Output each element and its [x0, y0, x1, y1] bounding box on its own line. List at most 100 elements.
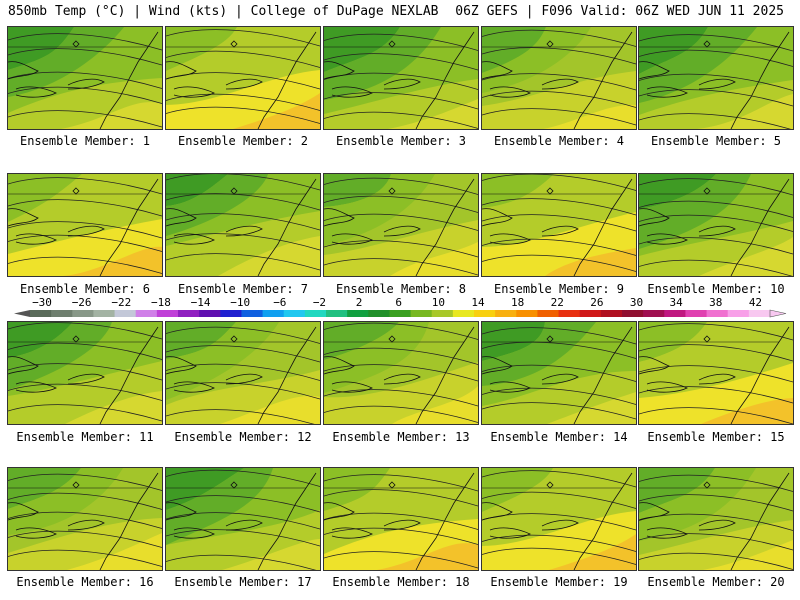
colorbar-tick-label: −10 [230, 296, 250, 309]
colorbar-swatch [30, 310, 52, 317]
ensemble-map-panel [638, 173, 794, 277]
ensemble-map-panel [481, 173, 637, 277]
colorbar-left-arrow [14, 310, 30, 317]
ensemble-map-panel [638, 321, 794, 425]
colorbar-swatch [135, 310, 158, 317]
temperature-map [166, 174, 320, 276]
colorbar-swatch [748, 310, 771, 317]
colorbar-tick-label: 6 [395, 296, 402, 309]
colorbar-tick-label: −2 [313, 296, 326, 309]
ensemble-member-label: Ensemble Member: 1 [19, 134, 151, 148]
colorbar-tick-label: 42 [749, 296, 762, 309]
ensemble-member-label: Ensemble Member: 5 [650, 134, 782, 148]
colorbar-swatch [347, 310, 369, 317]
temperature-map [639, 27, 793, 129]
ensemble-member-label: Ensemble Member: 19 [490, 575, 628, 589]
ensemble-member-label: Ensemble Member: 4 [493, 134, 625, 148]
colorbar-tick-label: 38 [709, 296, 722, 309]
colorbar-swatch [410, 310, 433, 317]
colorbar-swatch [241, 310, 264, 317]
colorbar-swatch [51, 310, 73, 317]
colorbar-tick-label: 30 [630, 296, 643, 309]
colorbar-swatch [262, 310, 285, 317]
colorbar-swatch [452, 310, 475, 317]
temperature-map [8, 468, 162, 570]
colorbar-swatch [178, 310, 200, 317]
colorbar-tick-label: 26 [590, 296, 603, 309]
temperature-map [482, 174, 636, 276]
colorbar-swatch [685, 310, 708, 317]
temperature-map [166, 27, 320, 129]
ensemble-map-panel [165, 321, 321, 425]
ensemble-member-label: Ensemble Member: 18 [332, 575, 470, 589]
colorbar-swatch [431, 310, 454, 317]
temperature-map [482, 468, 636, 570]
ensemble-map-panel [481, 26, 637, 130]
colorbar-swatch [220, 310, 242, 317]
temperature-map [639, 468, 793, 570]
ensemble-member-label: Ensemble Member: 8 [335, 282, 467, 296]
ensemble-member-label: Ensemble Member: 7 [177, 282, 309, 296]
colorbar-swatch [93, 310, 116, 317]
model-run-info: 06Z GEFS | F096 Valid: 06Z WED JUN 11 20… [455, 4, 784, 19]
ensemble-member-label: Ensemble Member: 6 [19, 282, 151, 296]
colorbar-tick-label: −18 [151, 296, 171, 309]
colorbar-swatch [516, 310, 538, 317]
temperature-map [482, 27, 636, 129]
ensemble-map-panel [638, 467, 794, 571]
colorbar-swatch [727, 310, 750, 317]
colorbar-tick-label: 2 [356, 296, 363, 309]
temperature-map [8, 174, 162, 276]
colorbar-swatch [326, 310, 348, 317]
colorbar-swatch [558, 310, 581, 317]
ensemble-map-panel [7, 26, 163, 130]
temperature-map [8, 322, 162, 424]
ensemble-member-label: Ensemble Member: 13 [332, 430, 470, 444]
colorbar-swatch [283, 310, 306, 317]
colorbar-tick-label: −30 [32, 296, 52, 309]
temperature-map [324, 27, 478, 129]
ensemble-member-label: Ensemble Member: 12 [174, 430, 312, 444]
colorbar-swatch [664, 310, 686, 317]
temperature-map [324, 322, 478, 424]
map-title: 850mb Temp (°C) | Wind (kts) | College o… [8, 4, 439, 19]
colorbar-swatch [389, 310, 412, 317]
colorbar-tick-label: −22 [111, 296, 131, 309]
ensemble-map-panel [323, 321, 479, 425]
ensemble-member-label: Ensemble Member: 9 [493, 282, 625, 296]
ensemble-member-label: Ensemble Member: 16 [16, 575, 154, 589]
ensemble-member-label: Ensemble Member: 3 [335, 134, 467, 148]
temperature-map [8, 27, 162, 129]
temperature-map [482, 322, 636, 424]
ensemble-member-label: Ensemble Member: 15 [647, 430, 785, 444]
ensemble-member-label: Ensemble Member: 2 [177, 134, 309, 148]
colorbar-tick-label: −6 [273, 296, 286, 309]
colorbar-swatch [622, 310, 644, 317]
temperature-map [639, 174, 793, 276]
colorbar-swatch [304, 310, 327, 317]
ensemble-map-panel [165, 26, 321, 130]
temperature-map [324, 174, 478, 276]
colorbar-tick-label: 18 [511, 296, 524, 309]
colorbar-swatch [495, 310, 517, 317]
ensemble-map-panel [165, 467, 321, 571]
ensemble-member-label: Ensemble Member: 11 [16, 430, 154, 444]
colorbar-swatch [156, 310, 179, 317]
temperature-map [324, 468, 478, 570]
colorbar-tick-label: 22 [551, 296, 564, 309]
colorbar-tick-label: −14 [191, 296, 211, 309]
ensemble-member-label: Ensemble Member: 14 [490, 430, 628, 444]
colorbar-swatch [474, 310, 496, 317]
temperature-map [166, 468, 320, 570]
colorbar-swatch [199, 310, 221, 317]
ensemble-map-panel [323, 173, 479, 277]
colorbar-swatch [600, 310, 623, 317]
ensemble-map-panel [7, 467, 163, 571]
colorbar-swatch [114, 310, 137, 317]
temperature-map [639, 322, 793, 424]
colorbar-swatch [368, 310, 390, 317]
ensemble-map-panel [323, 467, 479, 571]
colorbar-tick-label: 14 [471, 296, 485, 309]
temperature-map [166, 322, 320, 424]
colorbar-swatch [706, 310, 729, 317]
